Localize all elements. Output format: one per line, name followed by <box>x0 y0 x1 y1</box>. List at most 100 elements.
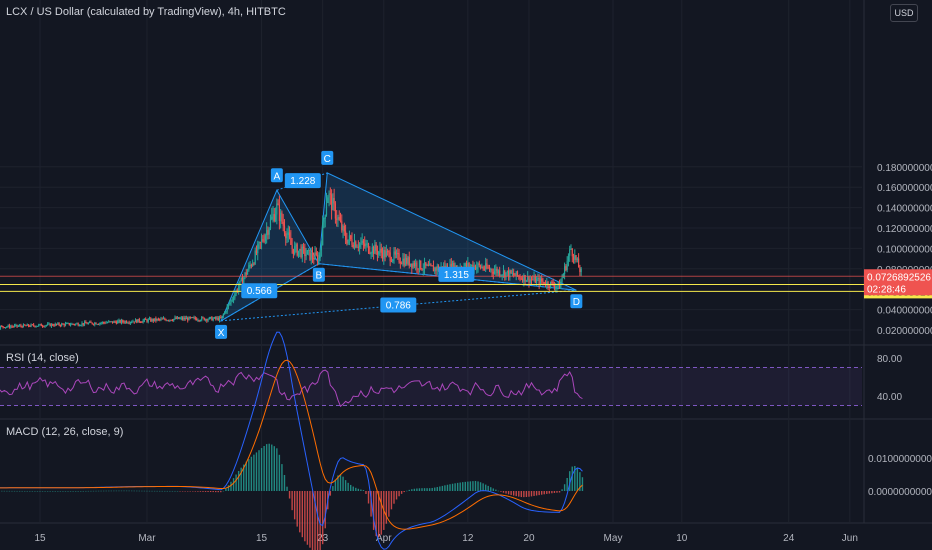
candle-body <box>180 317 182 319</box>
macd-histogram-bar <box>245 461 247 491</box>
pattern-point-label: A <box>274 171 281 182</box>
candle-body <box>422 268 424 270</box>
macd-histogram-bar <box>395 491 398 500</box>
candle-body <box>316 254 319 263</box>
candle-body <box>77 323 79 326</box>
candle-body <box>227 304 230 307</box>
candle-body <box>506 270 508 273</box>
candle-body <box>212 318 214 321</box>
candle-body <box>351 239 353 245</box>
macd-histogram-bar <box>502 491 505 493</box>
candle-body <box>199 320 202 322</box>
candle-body <box>157 318 160 320</box>
candle-body <box>138 319 140 322</box>
candle-body <box>115 321 117 324</box>
candle-body <box>27 324 30 327</box>
candle-body <box>213 317 216 319</box>
candle-body <box>22 324 25 328</box>
candle-body <box>239 280 241 287</box>
macd-histogram-bar <box>215 491 217 493</box>
macd-histogram-bar <box>148 490 151 492</box>
macd-histogram-bar <box>309 491 311 548</box>
candle-body <box>193 317 195 319</box>
candle-body <box>1 326 3 328</box>
macd-histogram-bar <box>416 488 418 491</box>
macd-histogram-bar <box>375 491 377 537</box>
candle-body <box>80 325 82 327</box>
candle-body <box>125 321 128 323</box>
macd-histogram-bar <box>543 491 545 495</box>
candle-body <box>434 267 436 272</box>
candle-body <box>425 262 427 266</box>
candle-body <box>530 279 533 281</box>
currency-button[interactable]: USD <box>890 4 918 22</box>
candle-body <box>362 240 365 244</box>
candle-body <box>236 290 238 292</box>
macd-histogram-bar <box>525 491 528 498</box>
candle-body <box>67 323 69 325</box>
candle-body <box>311 252 314 258</box>
candle-body <box>487 267 489 269</box>
macd-tick-label: 0.0000000000 <box>868 487 932 498</box>
candle-body <box>220 317 222 319</box>
candle-body <box>161 318 163 320</box>
macd-histogram-bar <box>108 490 110 492</box>
candle-body <box>375 244 377 251</box>
candle-body <box>62 323 64 325</box>
macd-histogram-bar <box>479 482 482 491</box>
macd-histogram-bar <box>515 491 517 497</box>
candle-body <box>36 325 39 327</box>
candle-body <box>97 324 100 326</box>
candle-body <box>217 317 219 321</box>
candle-body <box>476 266 478 270</box>
macd-histogram-bar <box>34 490 36 492</box>
macd-histogram-bar <box>3 490 6 492</box>
macd-histogram-bar <box>115 490 118 492</box>
price-tick-label: 0.0400000000 <box>877 306 932 317</box>
pattern-point-label: D <box>573 297 580 308</box>
retrace-line <box>221 289 577 322</box>
candle-body <box>290 237 292 245</box>
macd-histogram-bar <box>380 491 382 535</box>
macd-histogram-bar <box>451 483 454 491</box>
macd-histogram-bar <box>105 490 107 492</box>
candle-body <box>146 319 148 322</box>
macd-histogram-bar <box>546 491 548 494</box>
macd-histogram-bar <box>388 491 390 517</box>
macd-histogram-bar <box>225 488 227 491</box>
candle-body <box>478 263 480 266</box>
candle-body <box>426 264 428 266</box>
macd-histogram-bar <box>286 486 288 491</box>
macd-histogram-bar <box>556 491 558 493</box>
candle-body <box>151 319 153 322</box>
macd-histogram-bar <box>36 490 39 492</box>
macd-histogram-bar <box>169 490 171 492</box>
candle-body <box>55 323 58 325</box>
candle-body <box>341 221 343 231</box>
candle-body <box>273 214 275 222</box>
candle-body <box>314 252 316 260</box>
candle-body <box>580 268 582 273</box>
candle-body <box>502 270 505 275</box>
candle-body <box>10 326 12 328</box>
macd-histogram-bar <box>181 491 184 492</box>
macd-histogram-bar <box>352 486 354 491</box>
macd-histogram-bar <box>258 450 260 491</box>
candle-body <box>408 257 410 266</box>
candle-body <box>204 319 207 321</box>
candle-body <box>82 323 84 325</box>
macd-histogram-bar <box>510 491 512 496</box>
candle-body <box>224 311 226 315</box>
macd-histogram-bar <box>558 491 561 493</box>
macd-histogram-bar <box>398 491 400 497</box>
macd-histogram-bar <box>561 489 563 491</box>
candle-body <box>347 239 349 244</box>
candle-body <box>174 317 176 319</box>
candle-body <box>99 323 101 325</box>
candle-body <box>483 268 485 270</box>
candle-body <box>185 317 188 320</box>
candle-body <box>469 266 471 268</box>
candle-body <box>397 253 399 255</box>
macd-histogram-bar <box>288 491 291 499</box>
